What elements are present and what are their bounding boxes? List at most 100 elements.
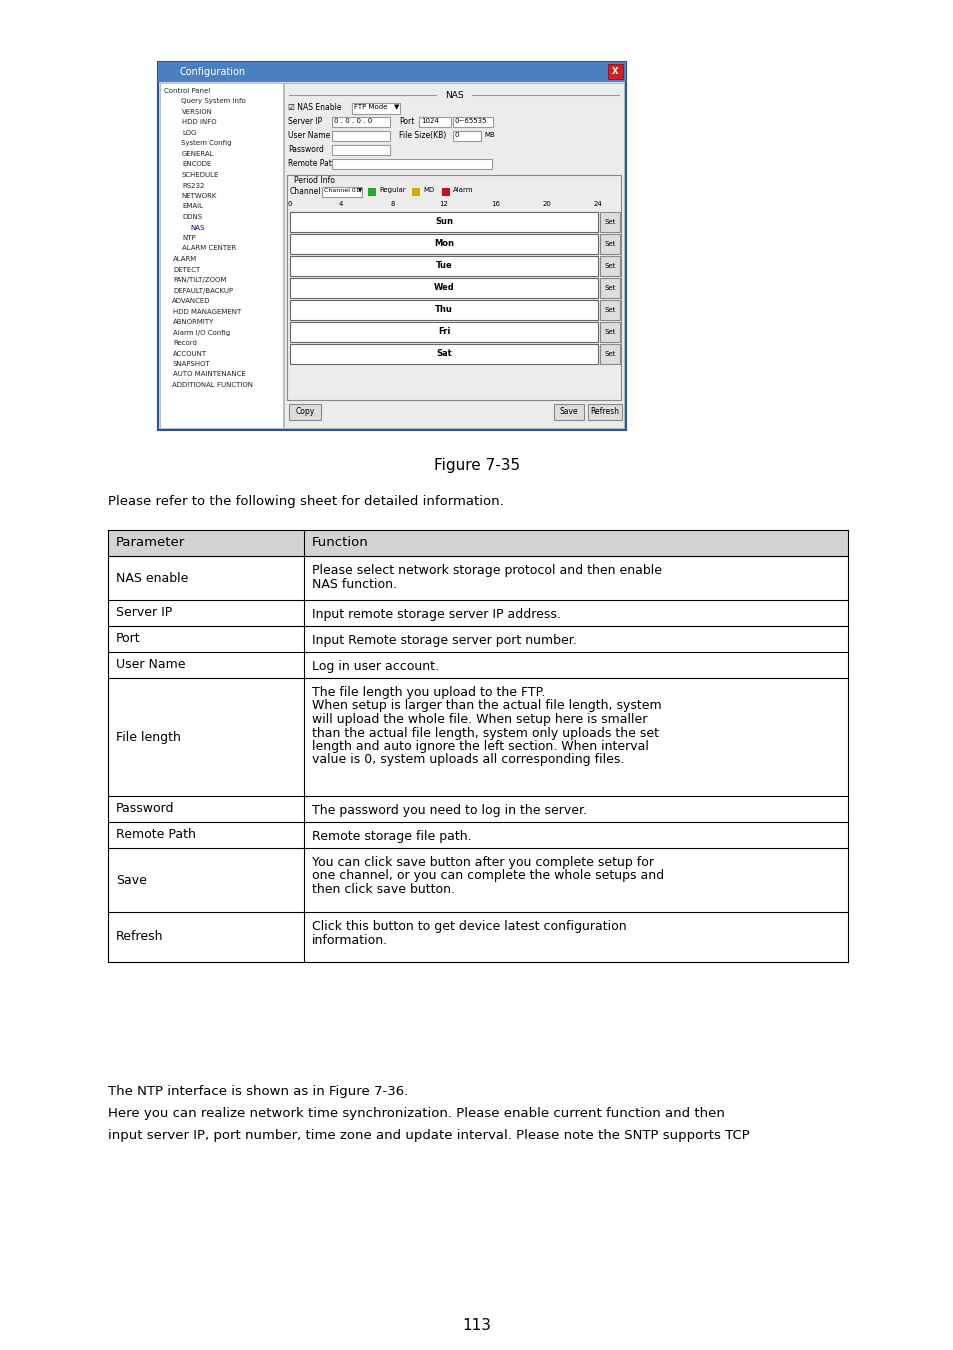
Text: ☑ NAS Enable: ☑ NAS Enable — [288, 103, 341, 112]
Text: Period Info: Period Info — [294, 176, 335, 185]
Text: Mon: Mon — [434, 239, 454, 248]
Text: NAS: NAS — [190, 224, 204, 231]
Text: Password: Password — [288, 144, 323, 154]
Bar — [607, 63, 622, 80]
Text: Input Remote storage server port number.: Input Remote storage server port number. — [312, 634, 577, 647]
Text: Record: Record — [172, 340, 196, 346]
Bar — [290, 278, 598, 298]
Text: value is 0, system uploads all corresponding files.: value is 0, system uploads all correspon… — [312, 753, 624, 767]
Text: DETECT: DETECT — [172, 266, 200, 273]
Bar — [290, 300, 598, 320]
Bar — [453, 131, 480, 140]
Bar — [412, 188, 419, 196]
Text: Remote Path: Remote Path — [288, 159, 336, 167]
Bar — [368, 188, 375, 196]
Bar — [108, 531, 847, 556]
Text: 4: 4 — [338, 201, 343, 207]
Bar — [290, 212, 598, 232]
Bar — [108, 848, 847, 913]
Text: Set: Set — [603, 351, 615, 356]
Text: Please select network storage protocol and then enable: Please select network storage protocol a… — [312, 564, 661, 576]
Text: FTP Mode: FTP Mode — [354, 104, 387, 109]
Text: Set: Set — [603, 242, 615, 247]
Text: The password you need to log in the server.: The password you need to log in the serv… — [312, 805, 586, 817]
Text: ENCODE: ENCODE — [182, 162, 212, 167]
Text: Click this button to get device latest configuration: Click this button to get device latest c… — [312, 919, 626, 933]
Text: PAN/TILT/ZOOM: PAN/TILT/ZOOM — [172, 277, 226, 284]
Text: 0~65535: 0~65535 — [455, 117, 487, 124]
Text: Tue: Tue — [436, 262, 452, 270]
Bar — [108, 556, 847, 599]
Text: Set: Set — [603, 285, 615, 292]
Text: Server IP: Server IP — [116, 606, 172, 620]
Bar — [108, 599, 847, 626]
Bar — [287, 176, 620, 400]
Text: Input remote storage server IP address.: Input remote storage server IP address. — [312, 608, 560, 621]
Text: Refresh: Refresh — [116, 930, 163, 944]
Text: When setup is larger than the actual file length, system: When setup is larger than the actual fil… — [312, 699, 661, 713]
Bar — [108, 652, 847, 678]
Text: Set: Set — [603, 329, 615, 335]
Text: Here you can realize network time synchronization. Please enable current functio: Here you can realize network time synchr… — [108, 1107, 724, 1120]
Text: Configuration: Configuration — [180, 68, 246, 77]
Text: NTP: NTP — [182, 235, 195, 242]
Text: You can click save button after you complete setup for: You can click save button after you comp… — [312, 856, 654, 869]
Text: Channel 01: Channel 01 — [324, 188, 359, 193]
Text: one channel, or you can complete the whole setups and: one channel, or you can complete the who… — [312, 869, 663, 883]
Text: ACCOUNT: ACCOUNT — [172, 351, 207, 356]
Bar — [158, 62, 625, 431]
Text: Channel: Channel — [290, 188, 321, 196]
Text: Log in user account.: Log in user account. — [312, 660, 438, 674]
Text: ALARM: ALARM — [172, 256, 197, 262]
Text: Port: Port — [116, 633, 140, 645]
Bar — [441, 188, 450, 196]
Bar — [599, 234, 619, 254]
Text: ALARM CENTER: ALARM CENTER — [182, 246, 236, 251]
Text: length and auto ignore the left section. When interval: length and auto ignore the left section.… — [312, 740, 648, 753]
Bar — [599, 300, 619, 320]
Bar — [332, 117, 390, 127]
Text: 24: 24 — [593, 201, 601, 207]
Text: DEFAULT/BACKUP: DEFAULT/BACKUP — [172, 288, 233, 293]
Text: SNAPSHOT: SNAPSHOT — [172, 360, 211, 367]
Bar — [108, 796, 847, 822]
Text: User Name: User Name — [288, 131, 330, 140]
Text: ABNORMITY: ABNORMITY — [172, 319, 214, 325]
Text: Remote Path: Remote Path — [116, 829, 195, 841]
Text: System Config: System Config — [181, 140, 232, 147]
Bar — [290, 234, 598, 254]
Text: 113: 113 — [462, 1318, 491, 1332]
Text: NETWORK: NETWORK — [181, 193, 216, 198]
Text: 0: 0 — [455, 132, 459, 138]
Text: The file length you upload to the FTP.: The file length you upload to the FTP. — [312, 686, 545, 699]
Bar — [453, 117, 493, 127]
Text: Thu: Thu — [435, 305, 453, 315]
Text: User Name: User Name — [116, 659, 185, 671]
Text: ADDITIONAL FUNCTION: ADDITIONAL FUNCTION — [172, 382, 253, 387]
Text: 20: 20 — [541, 201, 551, 207]
Text: Regular: Regular — [378, 188, 405, 193]
Text: then click save button.: then click save button. — [312, 883, 455, 896]
Text: MD: MD — [422, 188, 434, 193]
Bar — [322, 188, 361, 197]
Bar — [418, 117, 451, 127]
Text: ▼: ▼ — [357, 188, 362, 193]
Text: MB: MB — [483, 132, 495, 138]
Text: RS232: RS232 — [182, 182, 204, 189]
Text: Set: Set — [603, 263, 615, 269]
Text: 16: 16 — [491, 201, 499, 207]
Text: than the actual file length, system only uploads the set: than the actual file length, system only… — [312, 726, 659, 740]
Text: Set: Set — [603, 219, 615, 225]
Text: Refresh: Refresh — [590, 408, 618, 417]
Text: 0 . 0 . 0 . 0: 0 . 0 . 0 . 0 — [334, 117, 372, 124]
Text: The NTP interface is shown as in Figure 7-36.: The NTP interface is shown as in Figure … — [108, 1085, 408, 1098]
Bar — [332, 131, 390, 140]
Bar — [599, 256, 619, 275]
Text: Parameter: Parameter — [116, 536, 185, 549]
Bar — [599, 212, 619, 232]
Text: ▼: ▼ — [394, 104, 399, 109]
Bar — [599, 278, 619, 298]
Text: NAS enable: NAS enable — [116, 571, 188, 585]
Text: X: X — [612, 68, 618, 76]
Text: Remote storage file path.: Remote storage file path. — [312, 830, 471, 842]
